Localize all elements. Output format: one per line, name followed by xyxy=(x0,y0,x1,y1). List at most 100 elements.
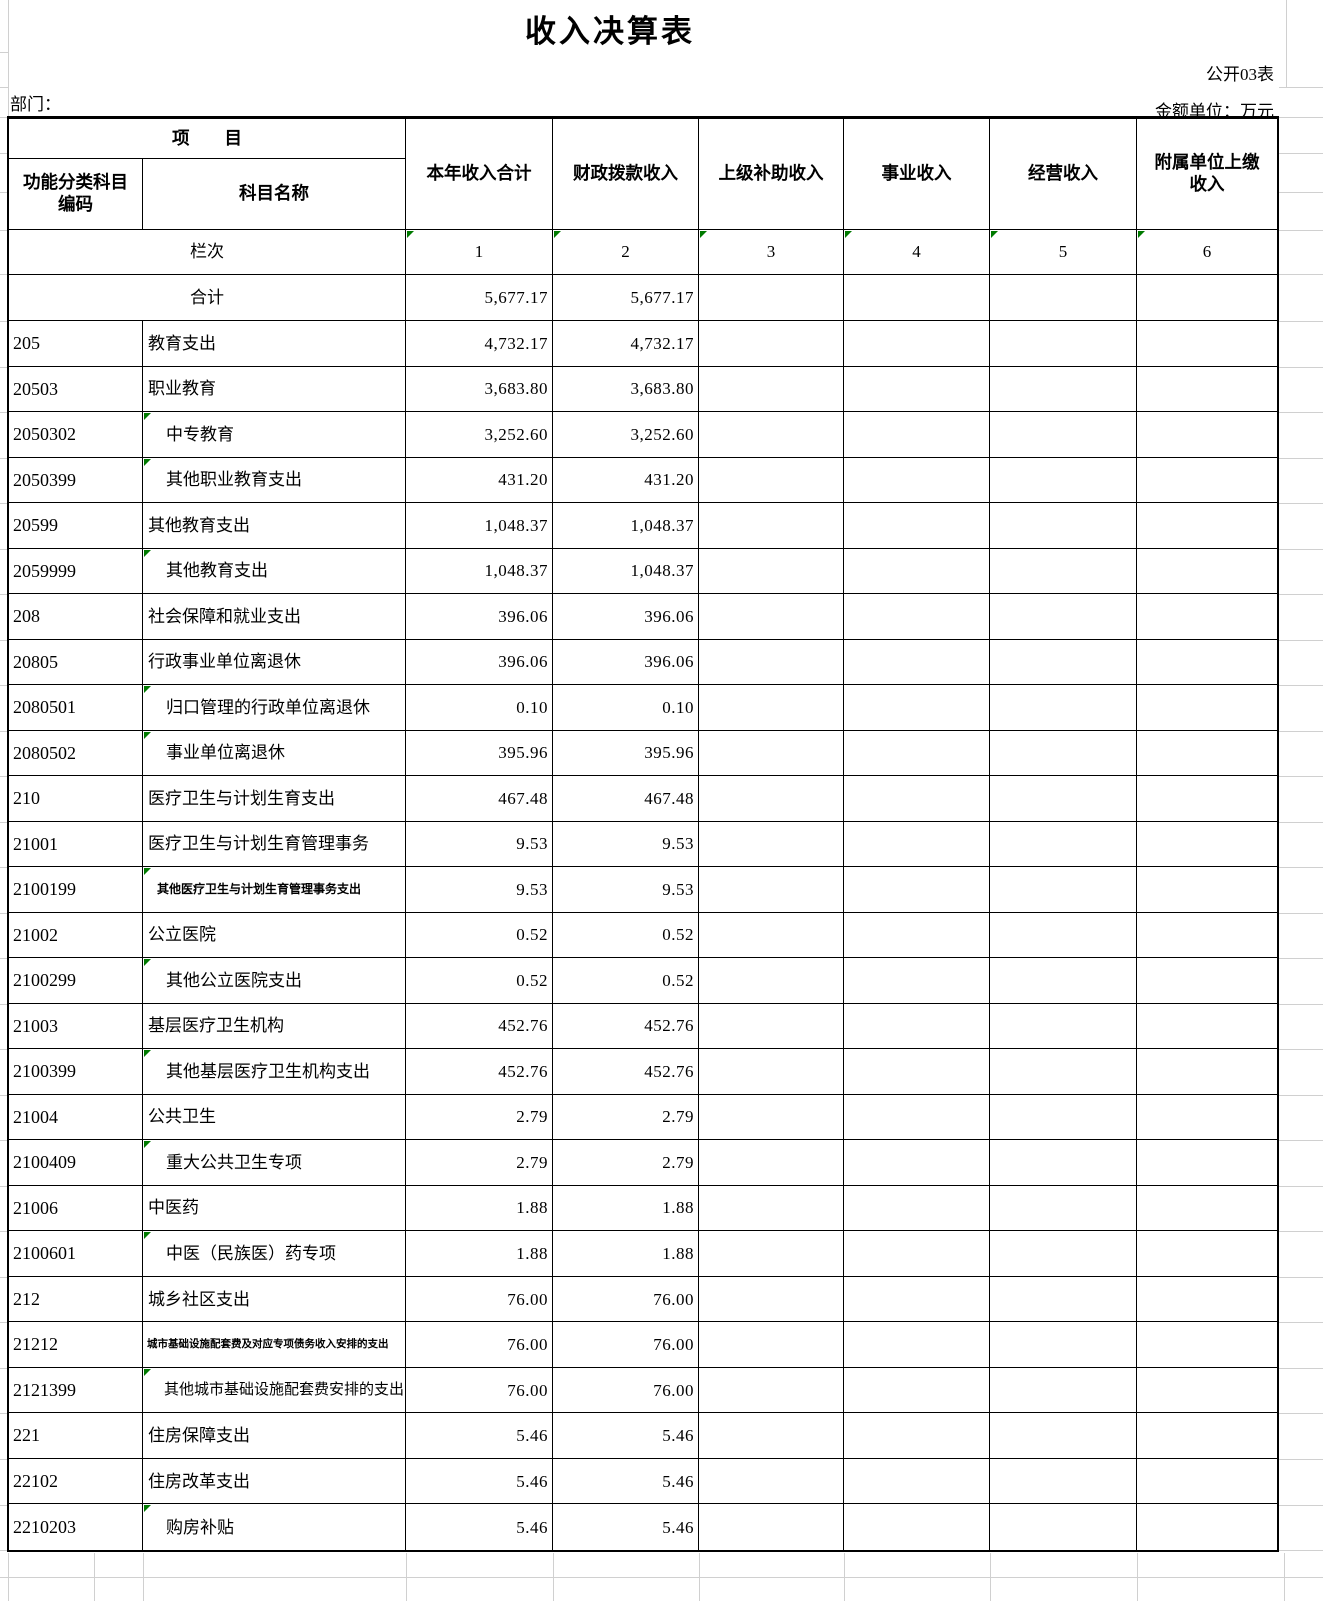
cell-value[interactable] xyxy=(990,1276,1137,1323)
cell-name[interactable]: 医疗卫生与计划生育支出 xyxy=(143,776,406,822)
cell-value[interactable] xyxy=(699,1185,844,1232)
cell-value[interactable] xyxy=(1137,1277,1277,1323)
cell-value[interactable]: 0.52 xyxy=(406,912,553,959)
cell-code[interactable]: 20503 xyxy=(9,366,143,413)
cell-name[interactable]: 其他职业教育支出 xyxy=(143,457,406,504)
cell-value[interactable]: 3,252.60 xyxy=(406,412,553,458)
cell-code[interactable]: 20805 xyxy=(9,639,143,686)
cell-value[interactable]: 9.53 xyxy=(406,821,553,868)
lane-number-cell[interactable]: 6 xyxy=(1137,230,1277,275)
total-value-cell[interactable] xyxy=(990,275,1137,321)
cell-value[interactable] xyxy=(990,1231,1137,1277)
cell-value[interactable] xyxy=(844,867,990,913)
cell-value[interactable]: 76.00 xyxy=(553,1276,699,1323)
cell-value[interactable] xyxy=(844,1458,990,1505)
cell-name[interactable]: 住房保障支出 xyxy=(143,1413,406,1459)
header-value-4[interactable]: 事业收入 xyxy=(844,119,990,230)
cell-value[interactable] xyxy=(699,594,844,640)
cell-value[interactable] xyxy=(844,1322,990,1368)
cell-value[interactable] xyxy=(1137,1049,1277,1095)
cell-value[interactable] xyxy=(699,1413,844,1459)
cell-value[interactable]: 1,048.37 xyxy=(406,548,553,595)
cell-value[interactable] xyxy=(1137,822,1277,868)
cell-value[interactable] xyxy=(990,321,1137,367)
lane-label-cell[interactable]: 栏次 xyxy=(9,230,406,275)
cell-value[interactable] xyxy=(699,1231,844,1277)
cell-value[interactable] xyxy=(844,366,990,413)
cell-value[interactable] xyxy=(699,776,844,822)
cell-value[interactable] xyxy=(699,1458,844,1505)
cell-value[interactable]: 1.88 xyxy=(553,1231,699,1277)
cell-name[interactable]: 城市基础设施配套费及对应专项债务收入安排的支出 xyxy=(143,1322,406,1368)
cell-code[interactable]: 2100399 xyxy=(9,1049,143,1095)
cell-value[interactable] xyxy=(699,912,844,959)
cell-code[interactable]: 2210203 xyxy=(9,1504,143,1550)
cell-value[interactable] xyxy=(990,685,1137,731)
cell-value[interactable] xyxy=(990,412,1137,458)
cell-code[interactable]: 2050399 xyxy=(9,457,143,504)
cell-value[interactable] xyxy=(1137,685,1277,731)
cell-code[interactable]: 212 xyxy=(9,1276,143,1323)
cell-value[interactable]: 5.46 xyxy=(406,1504,553,1550)
cell-value[interactable] xyxy=(699,1276,844,1323)
cell-value[interactable] xyxy=(844,1185,990,1232)
cell-name[interactable]: 其他医疗卫生与计划生育管理事务支出 xyxy=(143,867,406,913)
cell-value[interactable] xyxy=(1137,1140,1277,1186)
cell-value[interactable]: 4,732.17 xyxy=(553,321,699,367)
cell-value[interactable]: 0.52 xyxy=(553,912,699,959)
cell-value[interactable] xyxy=(699,958,844,1004)
cell-value[interactable] xyxy=(844,457,990,504)
header-subject-name[interactable]: 科目名称 xyxy=(143,159,406,230)
cell-name[interactable]: 归口管理的行政单位离退休 xyxy=(143,685,406,731)
cell-value[interactable] xyxy=(844,821,990,868)
cell-value[interactable]: 9.53 xyxy=(553,867,699,913)
cell-value[interactable]: 3,252.60 xyxy=(553,412,699,458)
cell-value[interactable] xyxy=(699,366,844,413)
cell-name[interactable]: 社会保障和就业支出 xyxy=(143,594,406,640)
cell-name[interactable]: 重大公共卫生专项 xyxy=(143,1140,406,1186)
cell-code[interactable]: 205 xyxy=(9,321,143,367)
cell-value[interactable]: 0.52 xyxy=(553,958,699,1004)
cell-value[interactable]: 0.52 xyxy=(406,958,553,1004)
cell-value[interactable] xyxy=(699,1367,844,1414)
cell-code[interactable]: 21006 xyxy=(9,1185,143,1232)
cell-value[interactable]: 452.76 xyxy=(406,1003,553,1050)
header-value-6[interactable]: 附属单位上缴收入 xyxy=(1137,119,1277,230)
cell-value[interactable] xyxy=(990,639,1137,686)
cell-name[interactable]: 住房改革支出 xyxy=(143,1458,406,1505)
cell-value[interactable]: 5.46 xyxy=(553,1413,699,1459)
cell-value[interactable]: 5.46 xyxy=(553,1504,699,1550)
cell-name[interactable]: 其他教育支出 xyxy=(143,503,406,549)
cell-code[interactable]: 2080501 xyxy=(9,685,143,731)
cell-name[interactable]: 城乡社区支出 xyxy=(143,1276,406,1323)
cell-value[interactable] xyxy=(699,1140,844,1186)
cell-value[interactable] xyxy=(1137,1186,1277,1232)
lane-number-cell[interactable]: 3 xyxy=(699,230,844,275)
cell-value[interactable] xyxy=(990,821,1137,868)
total-value-cell[interactable] xyxy=(699,275,844,321)
cell-value[interactable]: 5.46 xyxy=(553,1458,699,1505)
cell-value[interactable]: 396.06 xyxy=(553,594,699,640)
cell-value[interactable]: 396.06 xyxy=(553,639,699,686)
cell-value[interactable] xyxy=(990,776,1137,822)
cell-value[interactable] xyxy=(1137,776,1277,822)
cell-value[interactable]: 5.46 xyxy=(406,1413,553,1459)
cell-name[interactable]: 中专教育 xyxy=(143,412,406,458)
cell-value[interactable]: 4,732.17 xyxy=(406,321,553,367)
cell-value[interactable] xyxy=(844,1231,990,1277)
total-label-cell[interactable]: 合计 xyxy=(9,275,406,321)
cell-name[interactable]: 购房补贴 xyxy=(143,1504,406,1550)
cell-code[interactable]: 20599 xyxy=(9,503,143,549)
cell-code[interactable]: 21212 xyxy=(9,1322,143,1368)
cell-value[interactable] xyxy=(844,1276,990,1323)
header-value-1[interactable]: 本年收入合计 xyxy=(406,119,553,230)
cell-value[interactable] xyxy=(844,321,990,367)
cell-code[interactable]: 2050302 xyxy=(9,412,143,458)
cell-value[interactable] xyxy=(699,821,844,868)
cell-value[interactable]: 2.79 xyxy=(553,1094,699,1141)
cell-value[interactable] xyxy=(990,594,1137,640)
cell-name[interactable]: 基层医疗卫生机构 xyxy=(143,1003,406,1050)
cell-value[interactable] xyxy=(1137,1095,1277,1141)
cell-code[interactable]: 21004 xyxy=(9,1094,143,1141)
cell-value[interactable] xyxy=(1137,321,1277,367)
